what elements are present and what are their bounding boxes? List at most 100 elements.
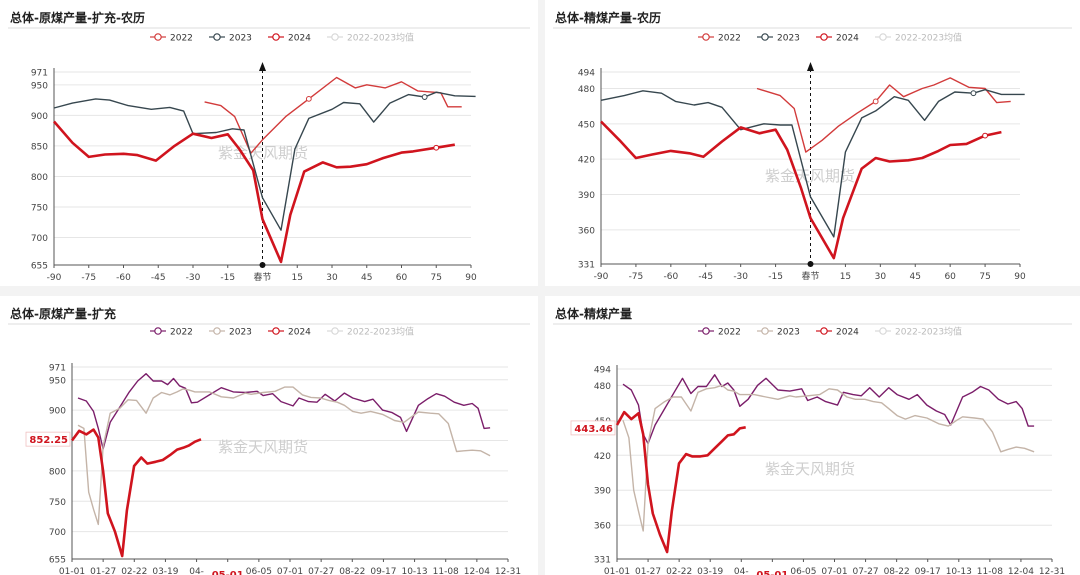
legend-swatch-marker [702,33,710,41]
x-tick-label: -90 [594,272,609,282]
legend-swatch-marker [331,327,339,335]
spring-festival-dot [807,261,814,267]
x-tick-label: 60 [944,272,956,282]
current-value-box [570,420,616,436]
legend-swatch-marker [213,327,221,335]
x-tick-label: 11-08 [433,567,459,575]
y-tick-label: 850 [31,142,48,152]
x-tick-label: 10-13 [946,567,972,575]
x-tick-label: -60 [663,272,678,282]
legend-label: 2023 [777,34,800,44]
legend-swatch-marker [761,33,769,41]
series-2022-line [756,77,1011,153]
legend-label: 2022 [718,328,741,338]
legend-label: 2022-2023均值 [895,326,962,338]
x-tick-label: 75 [979,272,990,282]
spring-festival-arrow [259,62,266,71]
legend-label: 2024 [836,328,859,338]
series-point-marker [970,90,977,97]
y-tick-label: 480 [578,85,595,95]
y-tick-label: 655 [49,556,66,566]
chart-panel-clean-coal-calendar: 总体-精煤产量 2022 2023 2024 2022-2023均值 331 360 390… [545,296,1080,575]
x-tick-label: 90 [465,273,477,283]
x-tick-label: 11-08 [977,567,1003,575]
series-2024-line [600,120,1002,260]
x-tick-label: 09-17 [370,567,396,575]
legend-label: 2023 [229,328,252,338]
chart-panel-raw-coal-lunar: 总体-原煤产量-扩充-农历 2022 2023 2024 2022-2023均值 655… [0,0,538,286]
x-tick-label: 45 [361,273,372,283]
x-tick-label: 07-01 [821,567,847,575]
x-tick-label: 30 [875,272,887,282]
legend-label: 2022 [718,34,741,44]
chart-svg: 2022202320242022-2023均值65570075080085090… [8,323,530,575]
x-tick-label: 02-22 [666,567,692,575]
x-tick-label: 03-19 [152,567,178,575]
legend-avg: 2022-2023均值 [327,326,414,338]
y-tick-label: 480 [594,382,611,392]
series-2023-line [53,91,476,231]
x-tick-label: 03-19 [697,567,723,575]
x-tick-label: -15 [220,273,235,283]
y-tick-label: 331 [594,556,611,566]
x-tick-label: 07-27 [308,567,334,575]
current-value-label: 443.46 [574,424,613,435]
legend-label: 2023 [229,34,252,44]
legend-2023: 2023 [209,33,252,44]
x-tick-label: 60 [396,273,408,283]
series-2023-line [77,386,491,526]
legend-2024: 2024 [816,327,859,338]
x-tick-label: -30 [186,273,201,283]
x-tick-label: 06-05 [246,567,272,575]
legend-2024: 2024 [816,33,859,44]
x-tick-label-highlight: 05-01 [756,570,788,575]
chart-panel-clean-coal-lunar: 总体-精煤产量-农历 2022 2023 2024 2022-2023均值 331 360… [545,0,1080,286]
series-point-marker [421,94,428,100]
legend-swatch-marker [820,327,828,335]
y-tick-label: 420 [578,156,595,166]
x-tick-label: -75 [629,272,644,282]
legend-swatch-marker [272,327,280,335]
x-tick-label: 90 [1014,272,1026,282]
x-tick-label: 春节 [801,270,819,282]
legend-2023: 2023 [757,33,800,44]
chart-panel-raw-coal-calendar: 总体-原煤产量-扩充 2022 2023 2024 2022-2023均值 655 700… [0,296,538,575]
x-tick-label: 45 [910,272,921,282]
legend-2023: 2023 [209,327,252,338]
y-tick-label: 450 [578,120,595,130]
series-2022-line [622,374,1035,445]
legend-label: 2024 [288,328,311,338]
series-2024-line [53,120,456,264]
x-tick-label: 01-01 [59,567,85,575]
x-tick-label: 07-27 [852,567,878,575]
spring-festival-arrow [807,62,814,71]
legend-2024: 2024 [268,33,311,44]
x-tick-label: 01-27 [90,567,116,575]
x-tick-label: -90 [47,273,62,283]
y-tick-label: 700 [49,528,66,538]
x-tick-label: 10-13 [401,567,427,575]
current-value-box [25,431,71,447]
legend-2022: 2022 [150,33,193,44]
y-tick-label: 494 [594,366,611,376]
x-tick-label: 08-22 [339,567,365,575]
x-tick-label: 75 [431,273,442,283]
legend-swatch-marker [879,327,887,335]
y-tick-label: 390 [594,487,611,497]
x-tick-label: -30 [733,272,748,282]
series-2022-line [204,76,462,154]
watermark: 紫金天风期货 [765,167,855,185]
x-tick-label: 01-01 [604,567,630,575]
legend-2023: 2023 [757,327,800,338]
y-tick-label: 655 [31,262,48,272]
chart-title: 总体-精煤产量-农历 [555,11,661,25]
x-tick-label: 12-31 [495,567,521,575]
legend-label: 2022 [170,328,193,338]
legend-2024: 2024 [268,327,311,338]
series-2024-line [70,428,202,558]
chart-title: 总体-原煤产量-扩充 [10,307,116,321]
legend-2022: 2022 [698,327,741,338]
series-point-marker [433,144,440,151]
x-tick-label: -15 [768,272,783,282]
